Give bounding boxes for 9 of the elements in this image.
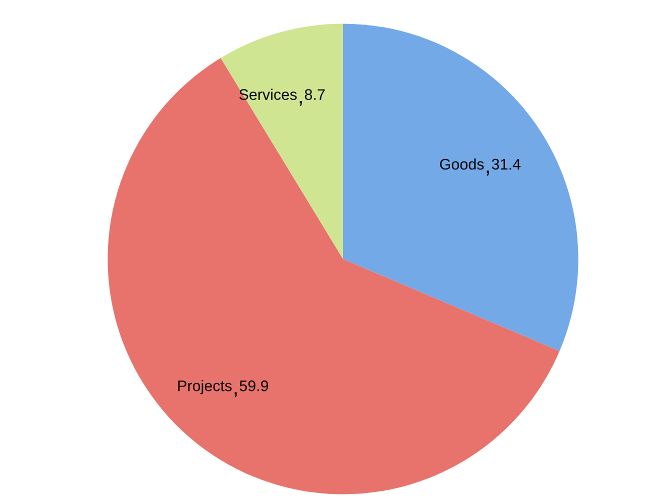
pie-slice — [108, 58, 560, 494]
slice-label: Goods — [440, 158, 484, 170]
data-label: 59.9 — [240, 380, 268, 392]
pie-slice — [220, 24, 343, 259]
slice-label: Services — [239, 88, 297, 100]
slice-label: Projects — [178, 380, 232, 394]
pie-slice — [343, 24, 578, 352]
data-label: 31.4 — [492, 158, 521, 170]
data-label: 8.7 — [304, 89, 325, 100]
